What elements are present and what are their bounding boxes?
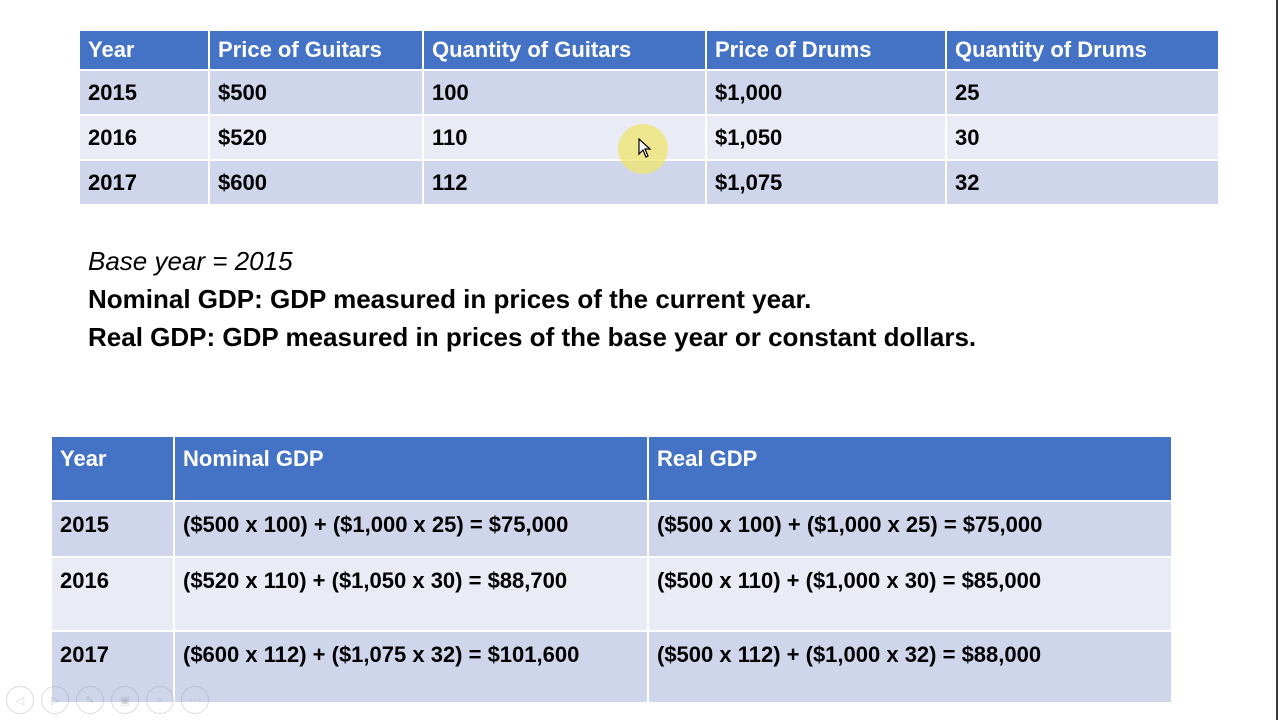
cell-price-drums: $1,050 xyxy=(705,114,947,161)
cell-year: 2016 xyxy=(78,114,210,161)
cell-year: 2016 xyxy=(50,556,175,632)
table-row: 2017 ($600 x 112) + ($1,075 x 32) = $101… xyxy=(50,630,1173,704)
cell-year: 2015 xyxy=(50,500,175,558)
table-row: 2015 $500 100 $1,000 25 xyxy=(78,69,1220,116)
table-row: 2015 ($500 x 100) + ($1,000 x 25) = $75,… xyxy=(50,500,1173,558)
slides-icon[interactable]: ▣ xyxy=(111,686,139,714)
cell-price-guitars: $600 xyxy=(208,159,424,206)
table-row: 2016 $520 110 $1,050 30 xyxy=(78,114,1220,161)
nominal-gdp-definition: Nominal GDP: GDP measured in prices of t… xyxy=(88,284,812,314)
table-row: 2016 ($520 x 110) + ($1,050 x 30) = $88,… xyxy=(50,556,1173,632)
mouse-pointer-icon xyxy=(638,138,652,158)
cell-quantity-drums: 30 xyxy=(945,114,1220,161)
cell-quantity-drums: 25 xyxy=(945,69,1220,116)
prices-quantities-table: Year Price of Guitars Quantity of Guitar… xyxy=(78,29,1220,206)
cell-nominal-gdp: ($520 x 110) + ($1,050 x 30) = $88,700 xyxy=(173,556,649,632)
cell-real-gdp: ($500 x 112) + ($1,000 x 32) = $88,000 xyxy=(647,630,1173,704)
zoom-icon[interactable]: ⌕ xyxy=(146,686,174,714)
cell-quantity-drums: 32 xyxy=(945,159,1220,206)
gdp-definitions: Base year = 2015 Nominal GDP: GDP measur… xyxy=(88,242,976,356)
cell-quantity-guitars: 112 xyxy=(422,159,707,206)
base-year-note: Base year = 2015 xyxy=(88,246,293,276)
cell-year: 2017 xyxy=(78,159,210,206)
cell-real-gdp: ($500 x 110) + ($1,000 x 30) = $85,000 xyxy=(647,556,1173,632)
cell-year: 2015 xyxy=(78,69,210,116)
pen-icon[interactable]: ✎ xyxy=(76,686,104,714)
window-edge xyxy=(1276,0,1278,720)
header-year: Year xyxy=(78,29,210,71)
cell-real-gdp: ($500 x 100) + ($1,000 x 25) = $75,000 xyxy=(647,500,1173,558)
cell-price-guitars: $500 xyxy=(208,69,424,116)
header-price-drums: Price of Drums xyxy=(705,29,947,71)
more-icon[interactable]: ··· xyxy=(181,686,209,714)
cell-price-drums: $1,075 xyxy=(705,159,947,206)
header-year: Year xyxy=(50,435,175,502)
slideshow-controls: ◁ ▷ ✎ ▣ ⌕ ··· xyxy=(6,686,209,714)
header-quantity-drums: Quantity of Drums xyxy=(945,29,1220,71)
next-icon[interactable]: ▷ xyxy=(41,686,69,714)
header-quantity-guitars: Quantity of Guitars xyxy=(422,29,707,71)
cell-nominal-gdp: ($600 x 112) + ($1,075 x 32) = $101,600 xyxy=(173,630,649,704)
cell-price-drums: $1,000 xyxy=(705,69,947,116)
header-price-guitars: Price of Guitars xyxy=(208,29,424,71)
previous-icon[interactable]: ◁ xyxy=(6,686,34,714)
table-header-row: Year Price of Guitars Quantity of Guitar… xyxy=(78,29,1220,71)
real-gdp-definition: Real GDP: GDP measured in prices of the … xyxy=(88,322,977,352)
gdp-calculation-table: Year Nominal GDP Real GDP 2015 ($500 x 1… xyxy=(50,435,1173,704)
header-real-gdp: Real GDP xyxy=(647,435,1173,502)
cell-nominal-gdp: ($500 x 100) + ($1,000 x 25) = $75,000 xyxy=(173,500,649,558)
table-header-row: Year Nominal GDP Real GDP xyxy=(50,435,1173,502)
cell-quantity-guitars: 100 xyxy=(422,69,707,116)
cell-price-guitars: $520 xyxy=(208,114,424,161)
header-nominal-gdp: Nominal GDP xyxy=(173,435,649,502)
